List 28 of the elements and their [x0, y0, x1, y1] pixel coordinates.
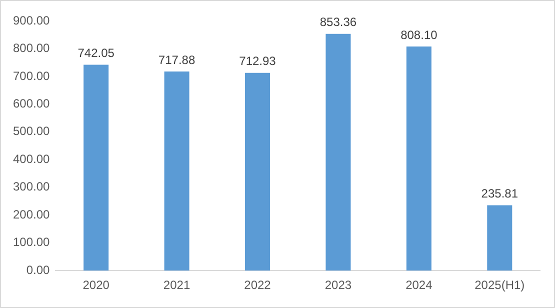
data-label: 235.81: [481, 186, 518, 201]
x-tick-label: 2023: [324, 278, 352, 292]
y-tick-label: 800.00: [13, 41, 50, 56]
x-tick-label: 2022: [244, 278, 272, 292]
y-tick-label: 600.00: [13, 96, 50, 111]
bar: [84, 64, 109, 271]
x-tick-label: 2024: [406, 278, 433, 292]
data-label: 717.88: [158, 52, 196, 67]
y-tick-label: 0.00: [26, 262, 50, 277]
x-tick-label: 2020: [82, 278, 110, 292]
bar: [406, 46, 432, 271]
data-label: 742.05: [78, 46, 115, 60]
data-label: 808.10: [400, 28, 438, 42]
y-tick-label: 200.00: [13, 207, 50, 222]
data-label: 712.93: [239, 54, 276, 68]
data-label: 853.36: [320, 15, 357, 30]
y-tick-label: 400.00: [13, 152, 50, 166]
bar: [244, 72, 270, 271]
y-tick-label: 900.00: [13, 13, 50, 28]
y-tick-label: 500.00: [13, 124, 50, 138]
bar: [487, 205, 512, 271]
x-tick-label: 2025(H1): [474, 278, 525, 292]
bar: [164, 72, 190, 271]
x-tick-label: 2021: [163, 278, 190, 292]
y-tick-label: 100.00: [13, 235, 50, 250]
bar: [326, 34, 351, 271]
y-tick-label: 700.00: [13, 68, 50, 83]
y-tick-label: 300.00: [13, 180, 50, 194]
